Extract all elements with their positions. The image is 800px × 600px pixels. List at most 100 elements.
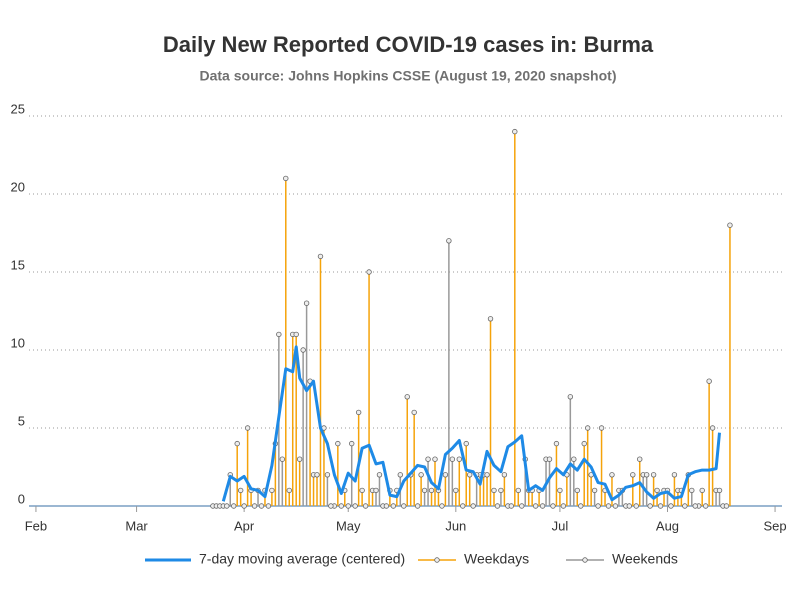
stem-marker bbox=[237, 487, 244, 494]
stem-marker bbox=[359, 487, 365, 494]
stem-marker bbox=[303, 300, 310, 306]
stem-marker bbox=[244, 425, 251, 431]
stem-marker bbox=[567, 394, 574, 400]
stem-marker bbox=[689, 487, 695, 494]
stem-marker bbox=[626, 503, 633, 509]
stem-marker bbox=[539, 503, 546, 509]
stem-marker bbox=[546, 456, 553, 462]
stem-marker bbox=[241, 503, 247, 509]
legend-marker bbox=[434, 557, 440, 563]
x-tick-label: Feb bbox=[25, 518, 47, 533]
stem-marker bbox=[702, 503, 709, 509]
stem-marker bbox=[411, 409, 417, 416]
stem-marker bbox=[449, 456, 456, 462]
stem-marker bbox=[258, 503, 265, 509]
stem-marker bbox=[397, 472, 403, 478]
stem-marker bbox=[446, 238, 452, 244]
stem-marker bbox=[286, 487, 292, 494]
stem-marker bbox=[706, 378, 712, 384]
chart-subtitle: Data source: Johns Hopkins CSSE (August … bbox=[200, 68, 617, 84]
stem-marker bbox=[338, 503, 345, 509]
stem-marker bbox=[647, 503, 653, 509]
stem-marker bbox=[224, 503, 230, 509]
stem-marker bbox=[463, 440, 469, 447]
stem-marker bbox=[487, 316, 494, 322]
stem-marker bbox=[231, 503, 237, 509]
stem-marker bbox=[425, 456, 431, 462]
stem-marker bbox=[404, 394, 410, 400]
stem-marker bbox=[633, 503, 639, 509]
y-tick-label: 5 bbox=[18, 413, 25, 428]
stem-marker bbox=[501, 472, 508, 478]
legend-label: Weekdays bbox=[464, 551, 529, 567]
stem-marker bbox=[349, 440, 355, 447]
stem-marker bbox=[532, 503, 539, 509]
stem-marker bbox=[519, 503, 525, 509]
stem-marker bbox=[314, 472, 320, 478]
stem-marker bbox=[571, 456, 577, 462]
stem-marker bbox=[630, 472, 636, 478]
stem-marker bbox=[671, 472, 678, 478]
stem-marker bbox=[355, 409, 362, 416]
x-tick-label: Aug bbox=[656, 518, 679, 533]
stem-marker bbox=[494, 503, 501, 509]
stem-marker bbox=[484, 472, 490, 478]
stem-marker bbox=[276, 331, 282, 338]
stem-marker bbox=[366, 269, 372, 275]
stem-marker bbox=[515, 487, 521, 494]
stem-marker bbox=[595, 503, 601, 509]
stem-marker bbox=[709, 425, 716, 431]
stem-marker bbox=[491, 487, 497, 494]
stem-marker bbox=[418, 472, 424, 478]
stem-marker bbox=[293, 331, 299, 338]
legend-marker bbox=[582, 557, 588, 563]
stem-marker bbox=[581, 440, 587, 447]
stem-marker bbox=[560, 503, 567, 509]
stem-marker bbox=[598, 425, 605, 431]
x-tick-label: Mar bbox=[125, 518, 148, 533]
stem-marker bbox=[328, 503, 334, 509]
stem-marker bbox=[376, 472, 383, 478]
stem-marker bbox=[428, 487, 435, 494]
stem-marker bbox=[453, 487, 459, 494]
stem-marker bbox=[574, 487, 580, 494]
stem-marker bbox=[466, 472, 473, 478]
stem-marker bbox=[657, 503, 664, 509]
stem-marker bbox=[324, 472, 331, 478]
y-tick-label: 0 bbox=[18, 491, 25, 506]
stem-marker bbox=[578, 503, 584, 509]
stem-marker bbox=[439, 503, 445, 509]
stem-marker bbox=[265, 503, 272, 509]
stem-marker bbox=[553, 440, 560, 447]
stem-marker bbox=[345, 503, 351, 509]
stem-marker bbox=[296, 456, 303, 462]
stem-marker bbox=[234, 440, 240, 447]
moving-average-line bbox=[221, 345, 721, 502]
x-tick-label: Jul bbox=[552, 518, 569, 533]
stem-marker bbox=[512, 128, 518, 135]
stem-marker bbox=[362, 503, 369, 509]
stem-marker bbox=[723, 503, 730, 509]
stem-marker bbox=[279, 456, 286, 462]
stem-marker bbox=[699, 487, 705, 494]
stem-marker bbox=[283, 175, 289, 182]
stem-marker bbox=[251, 503, 258, 509]
stem-marker bbox=[682, 503, 688, 509]
stem-marker bbox=[609, 472, 615, 478]
x-tick-label: Apr bbox=[234, 518, 255, 533]
stem-marker bbox=[612, 503, 619, 509]
stem-marker bbox=[716, 487, 723, 494]
stem-marker bbox=[432, 456, 438, 462]
legend-label: 7-day moving average (centered) bbox=[199, 551, 405, 567]
stem-marker bbox=[650, 472, 657, 478]
stem-marker bbox=[498, 487, 504, 494]
legend-label: Weekends bbox=[612, 551, 678, 567]
x-tick-label: Sep bbox=[763, 518, 786, 533]
x-tick-label: May bbox=[336, 518, 361, 533]
chart-title: Daily New Reported COVID-19 cases in: Bu… bbox=[163, 32, 654, 57]
y-tick-label: 15 bbox=[11, 257, 25, 272]
stem-marker bbox=[654, 487, 660, 494]
stem-marker bbox=[300, 347, 306, 353]
stem-marker bbox=[591, 487, 598, 494]
